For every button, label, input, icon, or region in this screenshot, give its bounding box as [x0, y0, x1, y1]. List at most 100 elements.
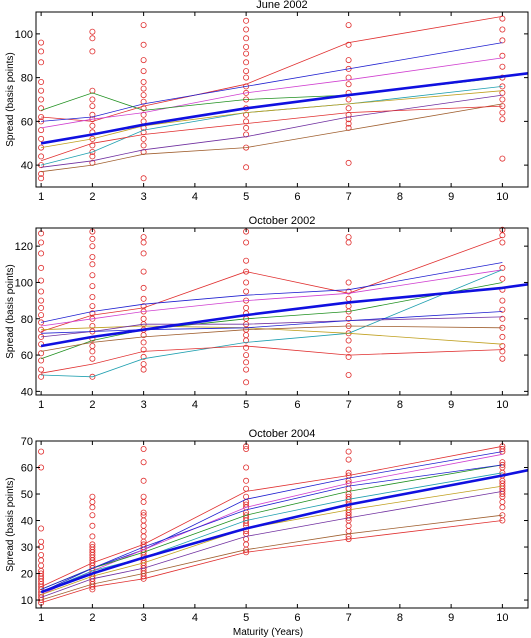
- observation-point: [140, 92, 147, 99]
- observation-point: [345, 22, 352, 29]
- y-axis-label: Spread (basis points): [5, 477, 16, 572]
- data-layer: [36, 441, 529, 608]
- observation-point: [140, 22, 147, 29]
- x-tick-label: 5: [243, 191, 249, 203]
- x-tick-label: 3: [141, 191, 147, 203]
- observation-point: [38, 357, 45, 364]
- observation-point: [345, 159, 352, 166]
- observation-point: [345, 57, 352, 64]
- series-line: [41, 86, 503, 166]
- observation-point: [38, 264, 45, 271]
- x-tick-label: 5: [243, 399, 249, 411]
- observation-point: [499, 275, 506, 282]
- y-tick-label: 120: [15, 241, 33, 253]
- observation-point: [243, 366, 250, 373]
- x-tick-label: 3: [141, 399, 147, 411]
- y-tick-label: 100: [15, 29, 33, 41]
- observation-point: [89, 28, 96, 35]
- x-tick-label: 6: [294, 399, 300, 411]
- observation-point: [345, 456, 352, 463]
- x-tick-label: 9: [448, 612, 454, 624]
- observation-point: [345, 81, 352, 88]
- x-tick-label: 10: [496, 612, 508, 624]
- y-tick-label: 10: [21, 595, 33, 607]
- series-line: [41, 42, 503, 122]
- observation-point: [499, 26, 506, 33]
- x-tick-label: 4: [192, 612, 198, 624]
- observation-point: [345, 96, 352, 103]
- observation-point: [89, 235, 96, 242]
- series-line: [41, 90, 503, 148]
- observation-point: [499, 96, 506, 103]
- chart-title: October 2002: [249, 215, 316, 227]
- observation-point: [345, 65, 352, 72]
- series-line: [40, 485, 503, 596]
- observation-point: [89, 243, 96, 250]
- observation-point: [243, 344, 250, 351]
- observation-point: [243, 239, 250, 246]
- observation-point: [345, 448, 352, 455]
- observation-point: [89, 504, 96, 511]
- observation-point: [499, 448, 506, 455]
- observation-point: [243, 379, 250, 386]
- observation-point: [140, 85, 147, 92]
- series-line: [40, 445, 503, 588]
- x-tick-label: 8: [397, 399, 403, 411]
- observation-point: [499, 348, 506, 355]
- plot-frame: [35, 227, 529, 396]
- observation-point: [89, 293, 96, 300]
- panel-june-2002: June 2002 Spread (basis points) 1 2 3 4 5 6 7 8 9 1…: [5, 0, 529, 203]
- observation-point: [140, 366, 147, 373]
- observation-point: [243, 337, 250, 344]
- x-tick-label: 9: [448, 399, 454, 411]
- observation-point: [243, 288, 250, 295]
- observation-point: [38, 366, 45, 373]
- data-layer: [36, 12, 529, 187]
- observation-point: [89, 96, 96, 103]
- observation-point: [243, 268, 250, 275]
- plot-background: [36, 441, 528, 608]
- x-tick-label: 1: [38, 399, 44, 411]
- observation-point: [89, 48, 96, 55]
- observation-point: [243, 359, 250, 366]
- observation-point: [38, 87, 45, 94]
- observation-point: [140, 477, 147, 484]
- x-tick-label: 6: [294, 191, 300, 203]
- series-line: [41, 316, 503, 338]
- series-line: [41, 94, 503, 168]
- observation-point: [38, 297, 45, 304]
- observation-point: [499, 63, 506, 70]
- observation-point: [499, 297, 506, 304]
- observation-point: [89, 253, 96, 260]
- observation-point: [89, 533, 96, 540]
- observation-point: [89, 35, 96, 42]
- series-line: [41, 269, 503, 327]
- y-tick-label: 20: [21, 569, 33, 581]
- observation-point: [89, 355, 96, 362]
- x-tick-label: 4: [192, 191, 198, 203]
- observation-point: [89, 153, 96, 160]
- observation-point: [89, 283, 96, 290]
- observation-point: [38, 312, 45, 319]
- observation-point: [89, 135, 96, 142]
- observation-point: [243, 445, 250, 452]
- mean-curve: [40, 468, 529, 594]
- observation-point: [140, 79, 147, 86]
- observation-point: [89, 261, 96, 268]
- y-tick-label: 60: [21, 116, 33, 128]
- observation-point: [345, 239, 352, 246]
- observation-point: [499, 264, 506, 271]
- observation-point: [243, 74, 250, 81]
- observation-point: [243, 164, 250, 171]
- series-line: [41, 311, 503, 334]
- x-tick-label: 1: [38, 612, 44, 624]
- observation-point: [345, 105, 352, 112]
- x-tick-label: 7: [346, 612, 352, 624]
- observation-point: [499, 315, 506, 322]
- y-tick-label: 40: [21, 160, 33, 172]
- observation-point: [89, 122, 96, 129]
- y-tick-label: 70: [21, 436, 33, 448]
- observation-point: [38, 135, 45, 142]
- x-tick-label: 8: [397, 612, 403, 624]
- observation-point: [499, 155, 506, 162]
